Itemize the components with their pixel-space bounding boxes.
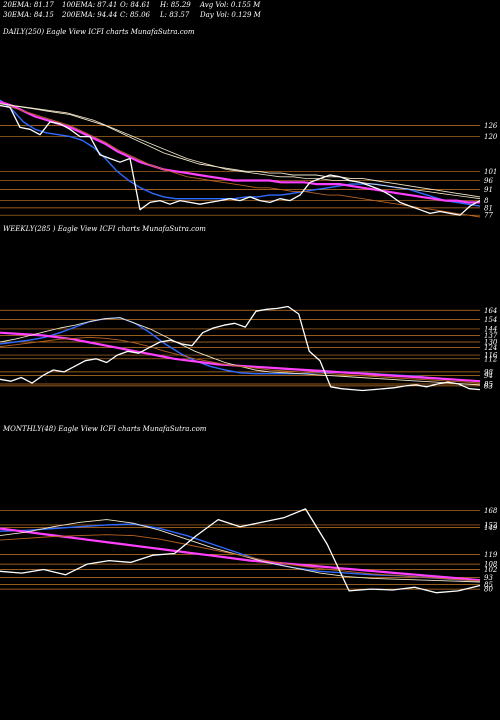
level-label: 112 [484,355,498,363]
stat-open: O: 84.61 [120,1,150,9]
level-label: 85 [484,381,493,389]
daily-panel-title: DAILY(250) Eagle View ICFI charts Munafa… [2,28,195,36]
level-label: 144 [484,325,497,333]
monthly-ema-200-line [0,527,481,582]
level-label: 85 [484,581,493,589]
monthly-price-line [0,508,481,594]
level-label: 116 [484,352,498,360]
stat-30ema: 30EMA: 84.15 [3,11,54,19]
level-label: 83 [484,382,493,390]
level-label: 108 [484,561,498,569]
level-label: 98 [484,368,493,376]
daily-price-line [0,104,481,216]
monthly-ema-100-line [0,534,481,582]
level-label: 119 [484,551,498,559]
header-stats: 20EMA: 81.17 100EMA: 87.41 O: 84.61 H: 8… [2,1,262,19]
daily-ema-200-line [0,100,480,204]
level-label: 93 [484,574,493,582]
stat-day-vol: Day Vol: 0.129 M [199,11,262,19]
level-label: 96 [484,177,493,185]
level-label: 80 [484,586,493,594]
weekly-panel-title: WEEKLY(285 ) Eagle View ICFI charts Muna… [3,225,206,233]
stat-20ema: 20EMA: 81.17 [2,1,54,9]
level-label: 124 [484,344,497,352]
weekly-price-line [0,305,481,392]
weekly-ema-200-line [0,331,481,383]
daily-ema-50-line [0,103,481,200]
level-label: 130 [484,339,498,347]
level-label: 81 [484,204,493,212]
level-label: 126 [484,122,498,130]
level-label: 120 [484,133,498,141]
daily-ema-30-line [0,103,481,198]
level-label: 102 [484,566,498,574]
level-label: 91 [484,186,493,194]
monthly-panel-title: MONTHLY(48) Eagle View ICFI charts Munaf… [2,425,207,433]
stat-high: H: 85.29 [159,1,191,9]
level-label: 168 [484,507,498,515]
daily-ema-100-line [0,105,481,218]
stat-avg-vol: Avg Vol: 0.155 M [199,1,261,9]
level-label: 152 [484,521,498,529]
level-label: 77 [484,212,493,220]
stat-100ema: 100EMA: 87.41 [62,1,117,9]
level-label: 154 [484,316,497,324]
level-label: 149 [484,524,498,532]
level-label: 8 [484,197,489,205]
stat-close: C: 85.06 [120,11,151,19]
stat-200ema: 200EMA: 94.44 [61,11,117,19]
level-label: 164 [484,307,497,315]
level-label: 94 [484,372,493,380]
stat-low: L: 83.57 [159,11,190,19]
level-label: 137 [484,332,498,340]
level-label: 101 [484,168,497,176]
weekly-ema-100-line [0,336,481,384]
